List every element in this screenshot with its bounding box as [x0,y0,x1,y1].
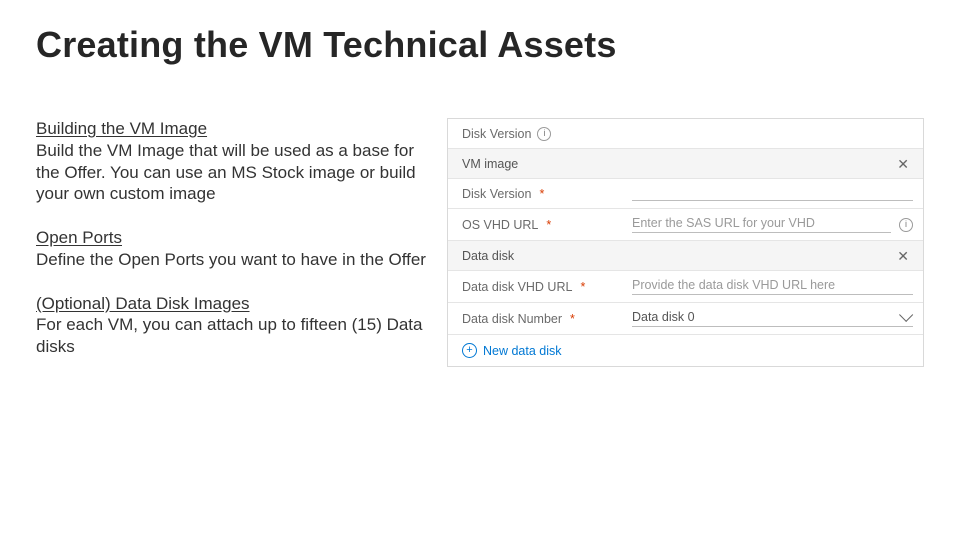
label-os-vhd-url: OS VHD URL [462,218,538,232]
disk-version-input[interactable] [632,187,913,201]
row-disk-version-top: Disk Version i [448,119,923,149]
vm-form-panel: Disk Version i VM image ✕ Disk Version * [447,118,924,367]
chevron-down-icon [899,308,913,322]
required-mark: * [580,280,585,294]
section-heading: Open Ports [36,228,122,247]
section-build-vm: Building the VM Image Build the VM Image… [36,118,427,205]
row-data-disk-number: Data disk Number * Data disk 0 [448,303,923,335]
section-heading: (Optional) Data Disk Images [36,294,250,313]
data-disk-vhd-url-input[interactable]: Provide the data disk VHD URL here [632,278,913,295]
close-icon[interactable]: ✕ [893,249,913,263]
label-disk-version: Disk Version [462,127,531,141]
close-icon[interactable]: ✕ [893,157,913,171]
data-disk-number-select[interactable]: Data disk 0 [632,310,913,327]
new-data-disk-label: New data disk [483,344,562,358]
section-heading: Building the VM Image [36,119,207,138]
section-body: Define the Open Ports you want to have i… [36,250,426,269]
label-disk-version-2: Disk Version [462,187,531,201]
section-data-disks: (Optional) Data Disk Images For each VM,… [36,293,427,358]
data-disk-number-value: Data disk 0 [632,310,695,324]
section-body: For each VM, you can attach up to fiftee… [36,315,422,356]
new-data-disk-button[interactable]: + New data disk [448,335,923,366]
plus-icon: + [462,343,477,358]
os-vhd-url-input[interactable]: Enter the SAS URL for your VHD [632,216,891,233]
label-vm-image: VM image [462,157,518,171]
section-body: Build the VM Image that will be used as … [36,141,416,204]
label-data-disk-vhd-url: Data disk VHD URL [462,280,572,294]
info-icon[interactable]: i [899,218,913,232]
row-vm-image-header: VM image ✕ [448,149,923,179]
text-column: Building the VM Image Build the VM Image… [36,118,427,380]
required-mark: * [570,312,575,326]
label-data-disk-number: Data disk Number [462,312,562,326]
section-open-ports: Open Ports Define the Open Ports you wan… [36,227,427,271]
row-disk-version: Disk Version * [448,179,923,209]
required-mark: * [546,218,551,232]
row-os-vhd-url: OS VHD URL * Enter the SAS URL for your V… [448,209,923,241]
page-title: Creating the VM Technical Assets [36,24,924,66]
label-data-disk: Data disk [462,249,514,263]
row-data-disk-vhd-url: Data disk VHD URL * Provide the data disk… [448,271,923,303]
required-mark: * [539,187,544,201]
info-icon[interactable]: i [537,127,551,141]
row-data-disk-header: Data disk ✕ [448,241,923,271]
